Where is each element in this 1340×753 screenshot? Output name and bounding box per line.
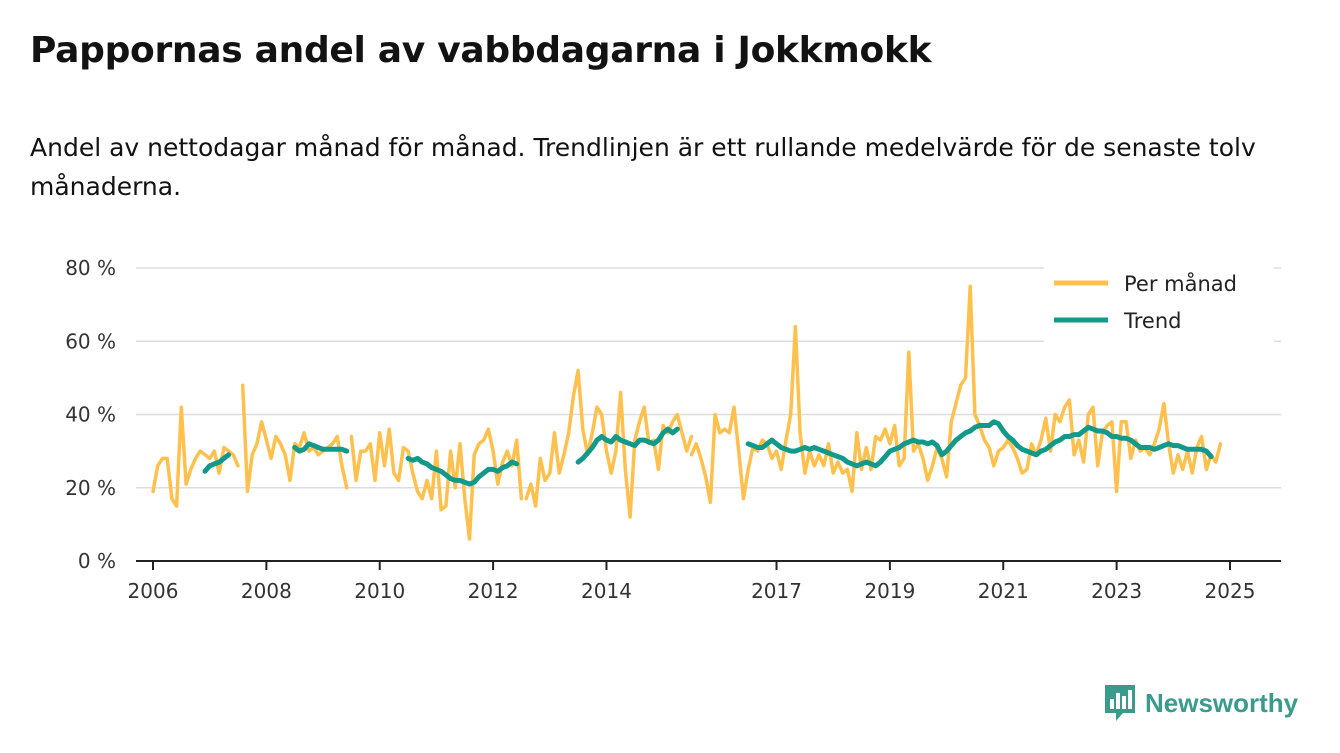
y-axis-ticks: 0 % 20 % 40 % 60 % 80 % bbox=[65, 256, 116, 573]
series-line-per-manad bbox=[524, 368, 694, 519]
series-trend bbox=[202, 419, 1214, 487]
legend-label-per-manad: Per månad bbox=[1124, 271, 1237, 296]
x-tick-label: 2017 bbox=[751, 579, 802, 603]
y-tick-label: 20 % bbox=[65, 476, 116, 500]
series-line-trend bbox=[292, 441, 350, 454]
x-tick-label: 2014 bbox=[581, 579, 632, 603]
chart-title: Pappornas andel av vabbdagarna i Jokkmok… bbox=[30, 30, 932, 71]
x-tick-label: 2025 bbox=[1205, 579, 1256, 603]
series-line-trend bbox=[202, 452, 232, 474]
series-per-manad bbox=[151, 284, 1223, 541]
y-tick-label: 60 % bbox=[65, 329, 116, 353]
legend: Per månad Trend bbox=[1044, 264, 1274, 344]
x-tick-label: 2008 bbox=[241, 579, 292, 603]
y-tick-label: 0 % bbox=[78, 549, 116, 573]
brand-name: Newsworthy bbox=[1145, 687, 1299, 718]
series-line-per-manad bbox=[689, 284, 1223, 505]
x-tick-label: 2021 bbox=[978, 579, 1029, 603]
y-tick-label: 80 % bbox=[65, 256, 116, 280]
series-line-per-manad bbox=[240, 383, 349, 494]
legend-background bbox=[1044, 264, 1274, 344]
series-line-per-manad bbox=[151, 405, 240, 508]
series-line-per-manad bbox=[349, 427, 524, 541]
brand: Newsworthy bbox=[1103, 682, 1298, 724]
series-line-trend bbox=[745, 419, 1214, 469]
x-tick-label: 2006 bbox=[128, 579, 179, 603]
x-tick-label: 2019 bbox=[864, 579, 915, 603]
y-tick-label: 40 % bbox=[65, 403, 116, 427]
newsworthy-logo-icon bbox=[1105, 685, 1135, 721]
x-tick-label: 2012 bbox=[468, 579, 519, 603]
chart-subtitle: Andel av nettodagar månad för månad. Tre… bbox=[30, 133, 1256, 201]
series-line-trend bbox=[405, 455, 520, 487]
legend-label-trend: Trend bbox=[1123, 309, 1181, 333]
x-axis-ticks: 2006 2008 2010 2012 2014 2017 2019 2021 2023 2025 bbox=[128, 561, 1256, 603]
x-tick-label: 2023 bbox=[1091, 579, 1142, 603]
series-line-trend bbox=[575, 426, 680, 465]
x-tick-label: 2010 bbox=[354, 579, 405, 603]
